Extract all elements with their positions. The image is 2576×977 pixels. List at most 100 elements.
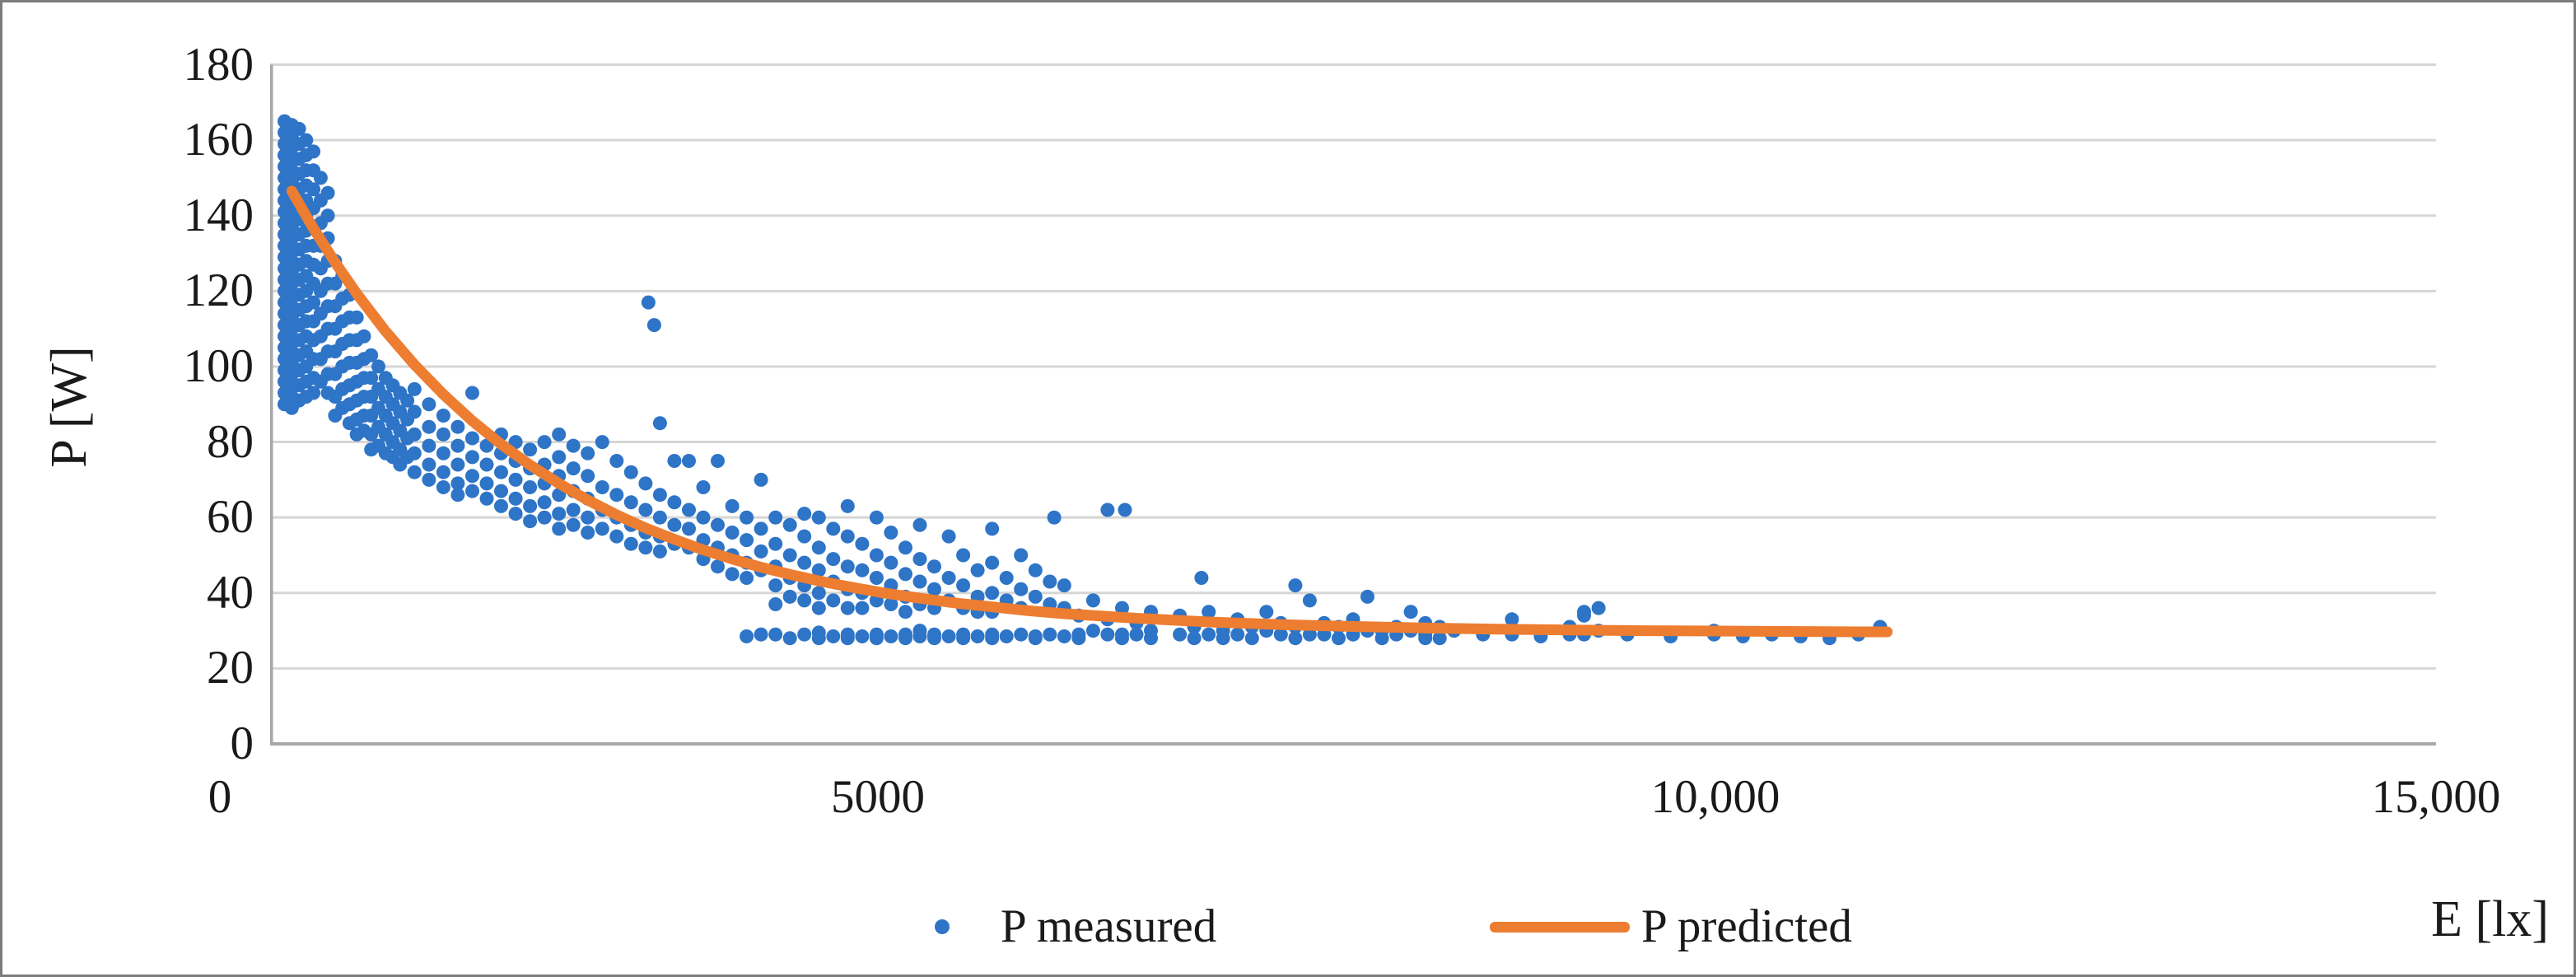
measured-point <box>1028 631 1043 646</box>
measured-point <box>552 427 567 442</box>
measured-point <box>436 409 450 423</box>
measured-point <box>855 629 870 643</box>
measured-point <box>941 571 956 585</box>
measured-point <box>1577 608 1591 623</box>
measured-point <box>898 631 912 646</box>
measured-point <box>826 521 841 536</box>
measured-point <box>508 491 523 506</box>
measured-point <box>1591 601 1606 615</box>
measured-point <box>595 521 609 536</box>
measured-point <box>682 521 696 536</box>
legend-predicted-line-icon <box>1490 922 1630 933</box>
measured-point <box>884 597 898 611</box>
measured-point <box>1173 627 1188 642</box>
measured-point <box>652 416 667 431</box>
measured-point <box>652 544 667 559</box>
measured-point <box>1432 631 1447 646</box>
measured-point <box>754 544 768 559</box>
measured-point <box>646 318 661 333</box>
measured-point <box>523 498 538 513</box>
measured-point <box>956 631 971 646</box>
measured-point <box>840 498 855 513</box>
measured-point <box>696 510 711 525</box>
measured-point <box>956 548 971 563</box>
measured-point <box>869 571 884 585</box>
measured-point <box>1403 605 1418 619</box>
measured-point <box>595 480 609 494</box>
measured-point <box>581 510 595 525</box>
measured-point <box>1115 601 1129 615</box>
measured-point <box>566 517 581 532</box>
measured-point <box>306 182 321 197</box>
plot-area <box>270 63 2436 746</box>
measured-point <box>826 629 841 643</box>
measured-point <box>508 435 523 450</box>
measured-point <box>711 517 725 532</box>
measured-point <box>523 442 538 457</box>
measured-point <box>725 498 740 513</box>
measured-point <box>422 472 436 487</box>
series-predicted-curve <box>286 185 1893 638</box>
measured-point <box>494 498 508 513</box>
measured-point <box>970 563 985 577</box>
measured-point <box>436 465 450 479</box>
measured-point <box>465 386 479 400</box>
measured-point <box>552 450 567 465</box>
measured-point <box>566 438 581 453</box>
y-tick-label-40: 40 <box>207 566 254 619</box>
measured-point <box>400 393 415 408</box>
y-tick-label-140: 140 <box>183 189 254 241</box>
measured-point <box>552 507 567 521</box>
measured-point <box>1014 627 1029 642</box>
measured-point <box>1100 503 1115 517</box>
measured-point <box>1302 593 1317 608</box>
measured-point <box>797 627 812 642</box>
measured-point <box>1202 605 1216 619</box>
measured-point <box>768 536 783 551</box>
measured-point <box>407 427 422 442</box>
measured-point <box>320 185 335 200</box>
measured-point <box>711 559 725 574</box>
measured-point <box>494 465 508 479</box>
measured-point <box>581 446 595 460</box>
y-tick-label-120: 120 <box>183 264 254 317</box>
measured-point <box>811 540 826 555</box>
measured-point <box>436 446 450 460</box>
measured-point <box>1360 589 1374 604</box>
measured-point <box>652 510 667 525</box>
measured-point <box>869 631 884 646</box>
measured-point <box>479 457 494 472</box>
measured-point <box>465 484 479 498</box>
measured-point <box>450 419 465 434</box>
measured-point <box>1244 631 1259 646</box>
series-measured-points <box>278 114 1888 646</box>
measured-point <box>1505 612 1519 627</box>
measured-point <box>840 631 855 646</box>
x-axis-title: E [lx] <box>2431 891 2549 947</box>
measured-point <box>1118 503 1132 517</box>
measured-point <box>1288 631 1303 646</box>
measured-point <box>1202 627 1216 642</box>
measured-point <box>725 526 740 540</box>
measured-point <box>306 386 321 400</box>
measured-point <box>357 329 371 344</box>
measured-point <box>479 476 494 491</box>
measured-point <box>912 574 927 589</box>
measured-point <box>465 450 479 465</box>
measured-point <box>768 597 783 611</box>
measured-point <box>941 629 956 643</box>
measured-point <box>696 480 711 494</box>
measured-point <box>927 559 941 574</box>
y-tick-label-100: 100 <box>183 339 254 392</box>
measured-point <box>508 507 523 521</box>
measured-point <box>682 503 696 517</box>
measured-point <box>811 586 826 601</box>
measured-point <box>638 476 653 491</box>
measured-point <box>292 121 306 136</box>
measured-point <box>782 517 797 532</box>
measured-point <box>623 465 638 479</box>
measured-point <box>450 438 465 453</box>
measured-point <box>826 593 841 608</box>
measured-point <box>609 529 624 544</box>
legend-label-measured: P measured <box>1001 900 1217 952</box>
